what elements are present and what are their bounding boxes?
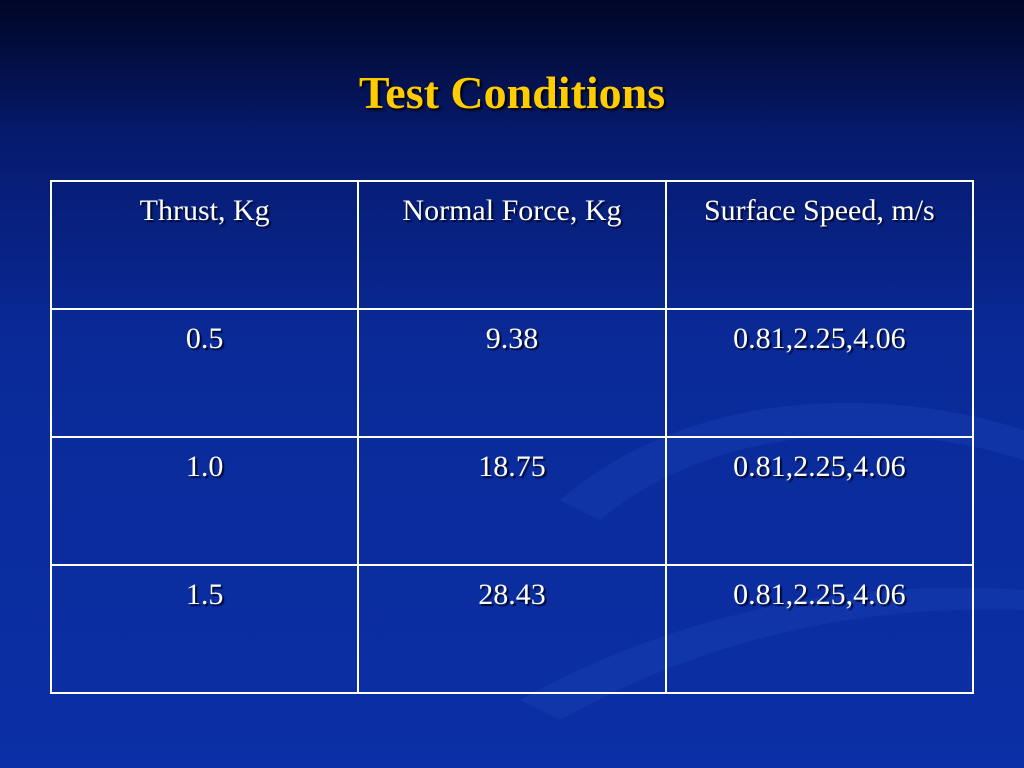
table-row: 0.5 9.38 0.81,2.25,4.06 [49, 308, 975, 438]
table-cell: 1.0 [49, 436, 360, 566]
table-cell: 0.81,2.25,4.06 [664, 436, 975, 566]
header-cell: Thrust, Kg [49, 180, 360, 310]
table-cell: 0.81,2.25,4.06 [664, 308, 975, 438]
table-cell: 0.81,2.25,4.06 [664, 564, 975, 694]
conditions-table: Thrust, Kg Normal Force, Kg Surface Spee… [49, 180, 975, 694]
header-text: Surface Speed, m/s [703, 194, 935, 227]
table-cell: 1.5 [49, 564, 360, 694]
table-cell: 0.5 [49, 308, 360, 438]
header-cell: Surface Speed, m/s [664, 180, 975, 310]
table-row: 1.5 28.43 0.81,2.25,4.06 [49, 564, 975, 694]
table-cell: 28.43 [357, 564, 667, 694]
header-row: Thrust, Kg Normal Force, Kg Surface Spee… [49, 180, 975, 310]
header-cell: Normal Force, Kg [357, 180, 667, 310]
table-cell: 18.75 [357, 436, 667, 566]
table-cell: 9.38 [357, 308, 667, 438]
slide-title: Test Conditions [358, 67, 666, 118]
table-row: 1.0 18.75 0.81,2.25,4.06 [49, 436, 975, 566]
